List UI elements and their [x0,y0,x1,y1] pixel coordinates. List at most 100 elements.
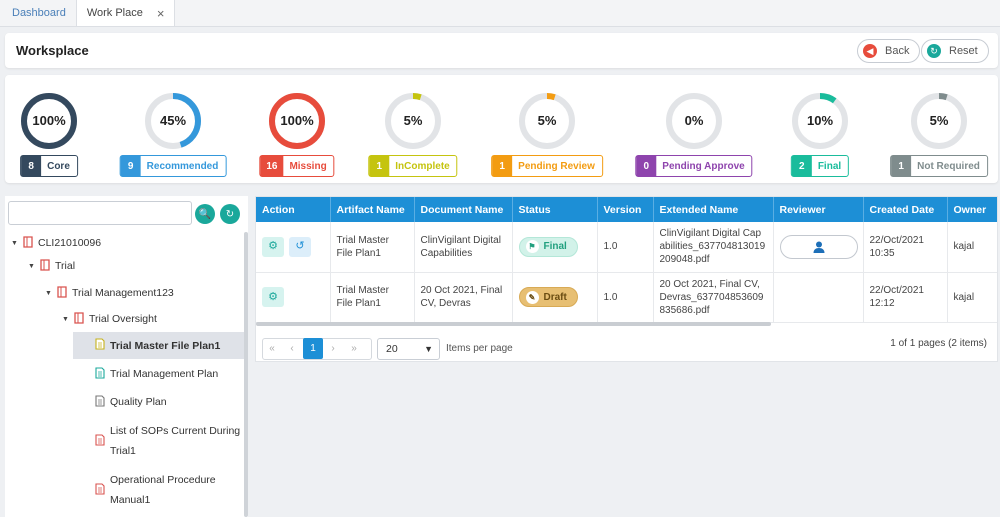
badge-label: Not Required [917,160,980,172]
tree-node-trial-oversight[interactable]: ▼ Trial Oversight [62,309,157,329]
status-label: Final [543,241,567,253]
stat-core[interactable]: 100% 8 Core [0,75,111,183]
status-badge: 1 Not Required [890,155,988,177]
progress-ring: 45% [144,92,202,150]
grid-horizontal-scrollbar[interactable] [256,322,771,326]
status-badge: 2 Final [790,155,850,177]
refresh-tree-button[interactable]: ↻ [220,204,240,224]
progress-ring: 10% [791,92,849,150]
column-header[interactable]: Owner [947,197,997,222]
created-date-cell: 22/Oct/2021 12:12 [863,272,948,323]
badge-label: Final [817,160,842,172]
created-date-cell: 22/Oct/2021 10:35 [863,222,948,273]
tree-node-label-wrap: Operational Procedure Manual1 [110,470,216,510]
tree-node-label: CLI21010096 [38,237,102,249]
badge-label: Missing [289,160,327,172]
tree-node-label: Quality Plan [110,396,167,408]
stat-incomplete[interactable]: 5% 1 InComplete [351,75,475,183]
badge-count: 0 [636,156,657,176]
owner-cell: kajal [947,272,997,323]
action-cell: ⚙ ↺ [256,222,331,273]
tab-work-place[interactable]: Work Place × [75,0,176,26]
stat-not-required[interactable]: 5% 1 Not Required [877,75,1000,183]
documents-table: Action Artifact Name Document Name Statu… [256,197,997,323]
stat-final[interactable]: 10% 2 Final [758,75,882,183]
caret-down-icon[interactable]: ▼ [45,289,52,297]
assign-reviewer-button[interactable] [779,234,858,259]
action-cell: ⚙ [256,272,331,323]
progress-ring: 5% [518,92,576,150]
gear-icon: ⚙ [268,240,278,253]
reset-button[interactable]: ↻ Reset [921,39,989,63]
document-name-cell[interactable]: 20 Oct 2021, Final CV, Devras [414,272,513,323]
stat-pending-review[interactable]: 5% 1 Pending Review [485,75,609,183]
stat-recommended[interactable]: 45% 9 Recommended [111,75,235,183]
caret-down-icon[interactable]: ▼ [62,315,69,323]
history-icon: ↺ [295,240,305,253]
tree-node-label: Trial Oversight [89,313,157,325]
tree-node-list-of-sops[interactable]: List of SOPs Current During Trial1 [95,423,240,459]
tree-node-operational-procedure[interactable]: Operational Procedure Manual1 [95,472,216,508]
status-label: Draft [543,291,567,303]
first-page-button[interactable]: « [269,343,275,354]
tab-dashboard-label: Dashboard [12,6,66,19]
page-size-select[interactable]: 20 ▼ [377,338,440,360]
status-badge: 0 Pending Approve [635,155,753,177]
status-badge: 1 InComplete [368,155,458,177]
last-page-button[interactable]: » [351,343,357,354]
previous-page-button[interactable]: ‹ [290,343,294,354]
badge-label: Recommended [146,160,219,172]
tree-node-trial[interactable]: ▼ Trial [28,256,75,276]
tree-search-input[interactable] [8,201,192,225]
history-button[interactable]: ↺ [289,236,311,257]
settings-button[interactable]: ⚙ [262,287,284,307]
close-icon[interactable]: × [156,5,165,21]
column-header[interactable]: Status [512,197,598,222]
search-button[interactable]: 🔍 [195,204,215,224]
caret-down-icon[interactable]: ▼ [11,239,18,247]
progress-ring: 5% [910,92,968,150]
column-header[interactable]: Document Name [414,197,513,222]
gear-icon: ⚙ [268,290,278,303]
stat-percent: 5% [537,113,557,128]
column-header[interactable]: Extended Name [653,197,774,222]
artifact-name-cell: Trial Master File Plan1 [330,222,415,273]
tree-node-trial-master-file-plan1[interactable]: Trial Master File Plan1 [73,332,244,359]
column-header[interactable]: Created Date [863,197,948,222]
status-badge-final: ⚑ Final [518,236,578,257]
tab-dashboard[interactable]: Dashboard [2,0,76,26]
tree-node-label: Trial [55,260,76,272]
column-header[interactable]: Artifact Name [330,197,415,222]
stat-missing[interactable]: 100% 16 Missing [235,75,359,183]
tree-node-quality-plan[interactable]: Quality Plan [95,394,167,410]
progress-ring: 0% [665,92,723,150]
settings-button[interactable]: ⚙ [262,236,284,257]
tree-node-trial-management-plan[interactable]: Trial Management Plan [95,366,218,382]
current-page-button[interactable]: 1 [303,338,323,359]
back-button[interactable]: ◀ Back [857,39,921,63]
column-header[interactable]: Action [256,197,331,222]
page-header: Worksplace ◀ Back ↻ Reset [5,33,998,68]
tree-node-trial-management123[interactable]: ▼ Trial Management123 [45,283,174,303]
folder-icon [23,235,33,251]
tree-node-label: Trial1 [110,445,136,457]
badge-label: Pending Approve [662,160,745,172]
tree-node-cli21010096[interactable]: ▼ CLI21010096 [11,233,101,253]
items-per-page-label: Items per page [446,343,513,354]
column-header[interactable]: Reviewer [773,197,864,222]
flag-icon: ⚑ [525,240,539,254]
status-badge: 9 Recommended [119,155,227,177]
caret-down-icon[interactable]: ▼ [28,262,35,270]
progress-ring: 100% [268,92,326,150]
column-header[interactable]: Version [597,197,654,222]
tree-scrollbar[interactable] [244,232,248,517]
tab-work-place-label: Work Place [86,7,143,19]
version-cell: 1.0 [597,272,654,323]
artifact-name-cell: Trial Master File Plan1 [330,272,415,323]
document-icon [95,338,105,353]
tree-node-label: List of SOPs Current During [110,425,241,437]
badge-count: 2 [791,156,812,176]
stat-pending-approve[interactable]: 0% 0 Pending Approve [632,75,756,183]
document-name-cell[interactable]: ClinVigilant Digital Capabilities [414,222,513,273]
next-page-button[interactable]: › [331,343,335,354]
